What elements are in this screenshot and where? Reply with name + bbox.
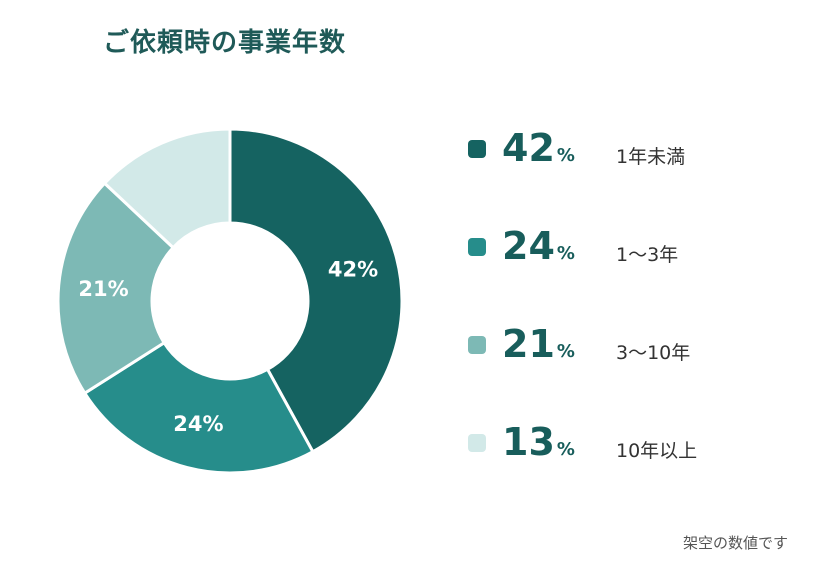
percent-sign: % — [556, 145, 575, 166]
donut-slice — [82, 340, 315, 475]
legend-swatch — [468, 434, 486, 452]
legend-swatch — [468, 140, 486, 158]
legend-swatch — [468, 336, 486, 354]
donut-slice — [102, 127, 232, 250]
legend-item: 21% 3〜10年 — [466, 318, 786, 416]
legend-percent: 42% — [502, 126, 575, 170]
slice-label: 21% — [78, 277, 128, 301]
legend-label: 1〜3年 — [616, 244, 679, 266]
legend-label: 1年未満 — [616, 146, 686, 168]
percent-sign: % — [556, 243, 575, 264]
donut-slice — [228, 127, 404, 454]
legend-percent-value: 24 — [502, 224, 555, 268]
legend-item: 42% 1年未満 — [466, 122, 786, 220]
donut-chart: 42% 24% 21% — [56, 127, 404, 475]
legend-percent: 13% — [502, 420, 575, 464]
chart-legend: 42% 1年未満 24% 1〜3年 21% 3〜10年 13% 10年以上 — [466, 122, 786, 514]
legend-item: 24% 1〜3年 — [466, 220, 786, 318]
legend-swatch — [468, 238, 486, 256]
legend-percent: 21% — [502, 322, 575, 366]
legend-percent: 24% — [502, 224, 575, 268]
slice-label: 42% — [328, 257, 378, 281]
legend-percent-value: 21 — [502, 322, 555, 366]
percent-sign: % — [556, 341, 575, 362]
donut-slice — [56, 181, 176, 396]
footnote: 架空の数値です — [682, 534, 788, 552]
chart-title: ご依頼時の事業年数 — [103, 28, 347, 58]
slice-label: 24% — [173, 412, 223, 436]
legend-percent-value: 42 — [502, 126, 555, 170]
percent-sign: % — [556, 439, 575, 460]
legend-item: 13% 10年以上 — [466, 416, 786, 514]
legend-label: 3〜10年 — [616, 342, 691, 364]
legend-label: 10年以上 — [616, 440, 698, 462]
legend-percent-value: 13 — [502, 420, 555, 464]
